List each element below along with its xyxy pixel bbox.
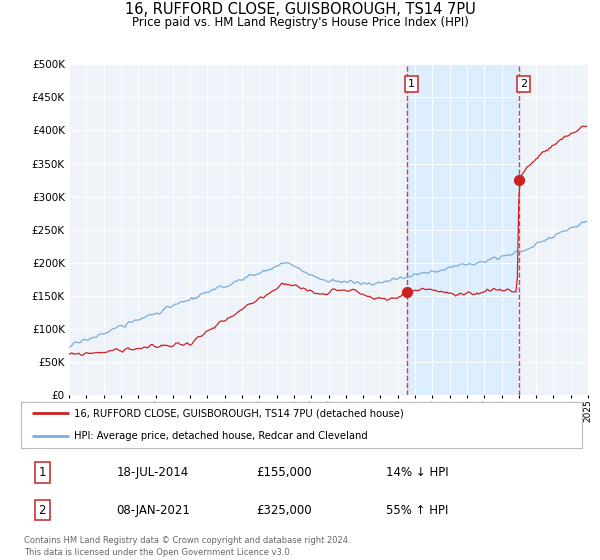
Text: £325,000: £325,000: [257, 504, 312, 517]
Text: 18-JUL-2014: 18-JUL-2014: [116, 466, 188, 479]
Text: 2: 2: [38, 504, 46, 517]
Text: 14% ↓ HPI: 14% ↓ HPI: [386, 466, 448, 479]
Text: 16, RUFFORD CLOSE, GUISBOROUGH, TS14 7PU (detached house): 16, RUFFORD CLOSE, GUISBOROUGH, TS14 7PU…: [74, 408, 404, 418]
Point: [514, 176, 524, 185]
Text: 1: 1: [38, 466, 46, 479]
Text: £155,000: £155,000: [257, 466, 312, 479]
Text: HPI: Average price, detached house, Redcar and Cleveland: HPI: Average price, detached house, Redc…: [74, 431, 368, 441]
Text: 55% ↑ HPI: 55% ↑ HPI: [386, 504, 448, 517]
Text: Contains HM Land Registry data © Crown copyright and database right 2024.: Contains HM Land Registry data © Crown c…: [24, 536, 350, 545]
Point: [402, 288, 412, 297]
Text: 08-JAN-2021: 08-JAN-2021: [116, 504, 190, 517]
Text: 16, RUFFORD CLOSE, GUISBOROUGH, TS14 7PU: 16, RUFFORD CLOSE, GUISBOROUGH, TS14 7PU: [125, 2, 475, 17]
Text: 1: 1: [408, 79, 415, 89]
Text: Price paid vs. HM Land Registry's House Price Index (HPI): Price paid vs. HM Land Registry's House …: [131, 16, 469, 29]
Bar: [407, 64, 519, 395]
Text: 2: 2: [520, 79, 527, 89]
Text: This data is licensed under the Open Government Licence v3.0.: This data is licensed under the Open Gov…: [24, 548, 292, 557]
